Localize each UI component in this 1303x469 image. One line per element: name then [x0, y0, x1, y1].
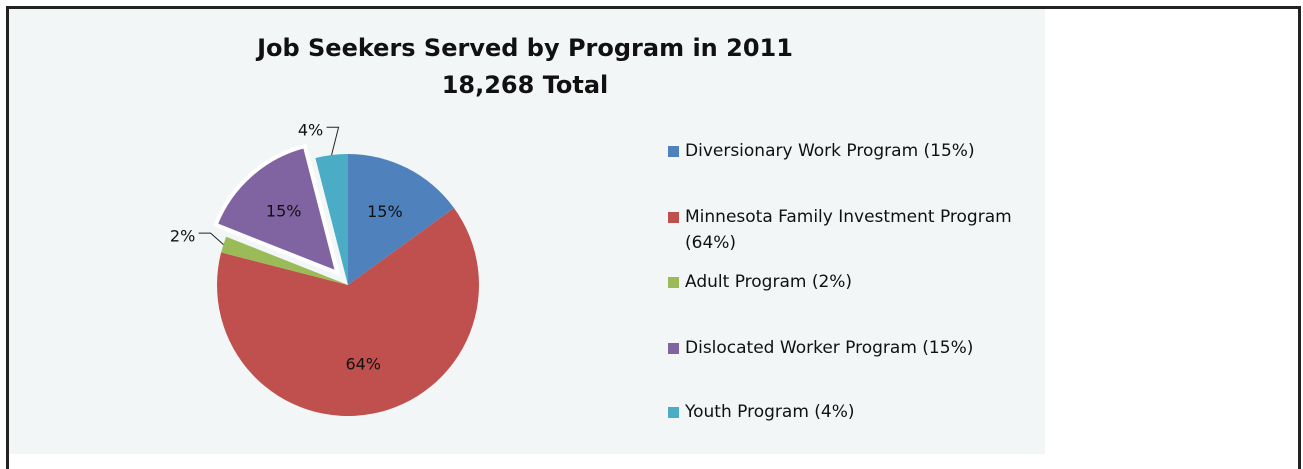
data-label-diversionary-work: 15% [367, 202, 403, 221]
chart-subtitle: 18,268 Total [441, 71, 609, 99]
legend-label: Minnesota Family Investment Program (64%… [685, 207, 1012, 253]
legend-item-diversionary-work: Diversionary Work Program (15%) [668, 138, 1048, 164]
legend-swatch [668, 146, 679, 157]
legend-item-adult: Adult Program (2%) [668, 269, 1048, 295]
chart-area [9, 9, 1045, 454]
legend-label: Adult Program (2%) [685, 272, 853, 292]
legend-label: Youth Program (4%) [685, 402, 855, 422]
pie-slice-adult [221, 236, 348, 285]
legend-item-youth: Youth Program (4%) [668, 399, 1048, 425]
legend-swatch [668, 212, 679, 223]
legend-swatch [668, 343, 679, 354]
pie-slice-diversionary-work [348, 154, 454, 285]
legend-swatch [668, 277, 679, 288]
pie-slice-youth [315, 154, 348, 285]
pie-slice-dislocated-worker [213, 143, 341, 277]
leader-line-adult [198, 232, 224, 245]
legend-item-mfip: Minnesota Family Investment Program (64%… [668, 204, 1048, 256]
legend-swatch [668, 407, 679, 418]
data-label-dislocated-worker: 15% [266, 202, 302, 221]
pie-chart: 15% 64% 2% 15% 4% [170, 121, 479, 416]
legend-item-dislocated-worker: Dislocated Worker Program (15%) [668, 335, 1048, 361]
chart-title: Job Seekers Served by Program in 2011 [257, 34, 793, 62]
legend-label: Diversionary Work Program (15%) [685, 141, 975, 161]
legend-label: Dislocated Worker Program (15%) [685, 338, 974, 358]
data-label-mfip: 64% [345, 354, 381, 373]
pie-slice-mfip [216, 208, 479, 416]
data-label-adult: 2% [170, 227, 195, 246]
data-label-youth: 4% [298, 121, 323, 140]
leader-line-youth [326, 126, 340, 156]
